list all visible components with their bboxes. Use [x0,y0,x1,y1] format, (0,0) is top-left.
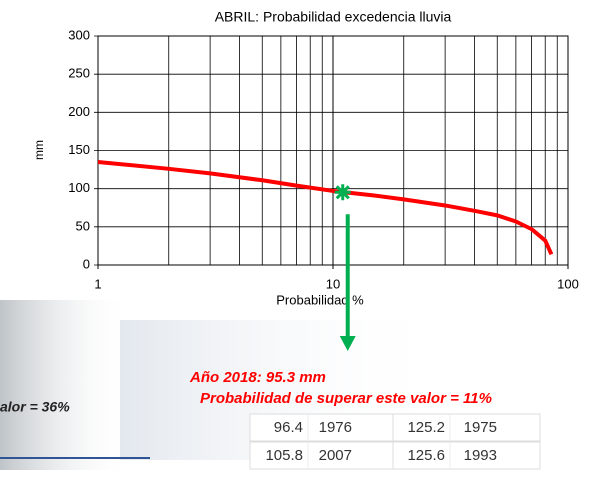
y-tick-label: 0 [83,256,90,271]
x-axis-label: Probabilidad % [276,292,364,307]
y-tick-label: 150 [68,142,90,157]
table-cell: 125.2 [407,419,445,436]
x-tick-label: 100 [557,276,579,291]
background-photo [0,300,130,470]
table-cell: 125.6 [407,447,445,464]
table-cell: 96.4 [274,419,303,436]
y-tick-label: 300 [68,27,90,42]
x-tick-label: 1 [94,276,101,291]
annotation: Probabilidad de superar este valor = 11% [200,390,492,407]
table-row [249,441,541,470]
table-cell: 1993 [464,447,497,464]
table-cell: 105.8 [265,447,303,464]
chart-title: ABRIL: Probabilidad excedencia lluvia [215,9,452,25]
arrow-head [339,336,356,351]
table-cell: 1975 [464,419,497,436]
marker [334,184,351,201]
table-cell: 2007 [319,447,352,464]
curve [97,159,554,256]
table-row [249,413,541,442]
table: 96.4 1976 125.2 1975 105.8 2007 125.6 1993 [249,413,541,470]
annotation: Año 2018: 95.3 mm [189,369,326,386]
plot-area: 1 10 100 0 50 100 150 200 250 300 [68,27,579,351]
table-cell: 1976 [319,419,352,436]
y-tick-label: 50 [76,218,90,233]
marker-stroke [335,185,350,200]
x-tick-label: 10 [326,276,340,291]
annotation: alor = 36% [0,399,70,415]
y-tick-label: 250 [68,66,90,81]
y-tick-label: 200 [68,104,90,119]
y-tick-label: 100 [68,180,90,195]
y-axis-label: mm [32,140,46,160]
